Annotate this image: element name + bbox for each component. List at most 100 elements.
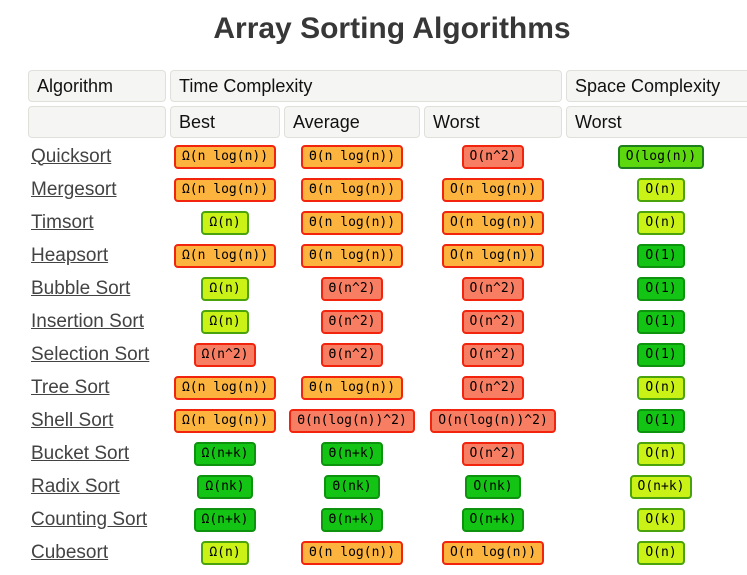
header-worst: Worst	[424, 106, 562, 138]
complexity-badge: Ω(n log(n))	[173, 375, 277, 400]
table-row: Insertion Sort Ω(n) Θ(n^2) O(n^2) O(1)	[28, 307, 747, 336]
best-complexity-cell: Ω(n^2)	[170, 340, 280, 369]
best-complexity-cell: Ω(n+k)	[170, 439, 280, 468]
space-complexity-cell: O(n)	[566, 538, 747, 567]
algorithm-cell: Bucket Sort	[28, 439, 166, 468]
complexity-badge: Θ(n^2)	[320, 276, 384, 301]
average-complexity-cell: Θ(n log(n))	[284, 373, 420, 402]
complexity-badge: O(n log(n))	[441, 210, 545, 235]
complexity-badge: O(1)	[637, 276, 685, 301]
worst-complexity-cell: O(n(log(n))^2)	[424, 406, 562, 435]
space-complexity-cell: O(1)	[566, 406, 747, 435]
header-row-sub: Best Average Worst Worst	[28, 106, 747, 138]
best-complexity-cell: Ω(n+k)	[170, 505, 280, 534]
algorithm-link[interactable]: Quicksort	[31, 145, 112, 167]
space-complexity-cell: O(1)	[566, 274, 747, 303]
average-complexity-cell: Θ(n^2)	[284, 274, 420, 303]
algorithm-link[interactable]: Shell Sort	[31, 409, 114, 431]
algorithm-link[interactable]: Timsort	[31, 211, 94, 233]
algorithm-link[interactable]: Radix Sort	[31, 475, 120, 497]
algorithm-cell: Mergesort	[28, 175, 166, 204]
algorithm-link[interactable]: Mergesort	[31, 178, 117, 200]
table-row: Mergesort Ω(n log(n)) Θ(n log(n)) O(n lo…	[28, 175, 747, 204]
worst-complexity-cell: O(n^2)	[424, 439, 562, 468]
table-row: Shell Sort Ω(n log(n)) Θ(n(log(n))^2) O(…	[28, 406, 747, 435]
complexity-badge: Θ(n^2)	[320, 309, 384, 334]
complexity-badge: O(k)	[637, 507, 685, 532]
space-complexity-cell: O(1)	[566, 241, 747, 270]
worst-complexity-cell: O(n log(n))	[424, 241, 562, 270]
average-complexity-cell: Θ(n(log(n))^2)	[284, 406, 420, 435]
average-complexity-cell: Θ(n log(n))	[284, 208, 420, 237]
complexity-badge: Ω(n)	[201, 540, 249, 565]
space-complexity-cell: O(k)	[566, 505, 747, 534]
best-complexity-cell: Ω(n log(n))	[170, 241, 280, 270]
algorithm-link[interactable]: Bubble Sort	[31, 277, 131, 299]
complexity-badge: O(log(n))	[617, 144, 705, 169]
complexity-badge: Ω(n+k)	[193, 441, 257, 466]
algorithm-link[interactable]: Tree Sort	[31, 376, 110, 398]
table-row: Tree Sort Ω(n log(n)) Θ(n log(n)) O(n^2)…	[28, 373, 747, 402]
complexity-badge: Ω(n log(n))	[173, 177, 277, 202]
complexity-badge: Θ(n log(n))	[300, 540, 404, 565]
header-algorithm: Algorithm	[28, 70, 166, 102]
algorithm-link[interactable]: Bucket Sort	[31, 442, 130, 464]
complexity-badge: O(1)	[637, 309, 685, 334]
complexity-badge: Θ(n^2)	[320, 342, 384, 367]
complexity-badge: O(n)	[637, 540, 685, 565]
average-complexity-cell: Θ(n+k)	[284, 505, 420, 534]
header-time-complexity: Time Complexity	[170, 70, 562, 102]
complexity-badge: O(1)	[637, 342, 685, 367]
algorithm-link[interactable]: Insertion Sort	[31, 310, 144, 332]
algorithm-link[interactable]: Heapsort	[31, 244, 109, 266]
best-complexity-cell: Ω(n log(n))	[170, 373, 280, 402]
best-complexity-cell: Ω(n log(n))	[170, 142, 280, 171]
complexity-badge: Θ(n(log(n))^2)	[289, 408, 415, 433]
complexity-badge: Ω(n^2)	[193, 342, 257, 367]
table-row: Quicksort Ω(n log(n)) Θ(n log(n)) O(n^2)…	[28, 142, 747, 171]
table-body: Quicksort Ω(n log(n)) Θ(n log(n)) O(n^2)…	[28, 142, 747, 567]
algorithm-cell: Counting Sort	[28, 505, 166, 534]
content-container: Array Sorting Algorithms Algorithm Time …	[24, 12, 747, 571]
complexity-badge: O(n log(n))	[441, 243, 545, 268]
average-complexity-cell: Θ(nk)	[284, 472, 420, 501]
page-title: Array Sorting Algorithms	[213, 12, 571, 45]
worst-complexity-cell: O(n^2)	[424, 274, 562, 303]
worst-complexity-cell: O(n log(n))	[424, 208, 562, 237]
worst-complexity-cell: O(n^2)	[424, 373, 562, 402]
complexity-badge: O(n(log(n))^2)	[430, 408, 556, 433]
complexity-badge: Θ(n log(n))	[300, 210, 404, 235]
worst-complexity-cell: O(n^2)	[424, 142, 562, 171]
average-complexity-cell: Θ(n log(n))	[284, 142, 420, 171]
complexity-badge: O(n^2)	[461, 309, 525, 334]
algorithm-link[interactable]: Selection Sort	[31, 343, 150, 365]
algorithm-cell: Cubesort	[28, 538, 166, 567]
complexity-badge: O(n^2)	[461, 375, 525, 400]
average-complexity-cell: Θ(n^2)	[284, 340, 420, 369]
table-row: Selection Sort Ω(n^2) Θ(n^2) O(n^2) O(1)	[28, 340, 747, 369]
header-average: Average	[284, 106, 420, 138]
complexity-badge: O(n log(n))	[441, 177, 545, 202]
complexity-badge: O(n^2)	[461, 144, 525, 169]
header-space-complexity: Space Complexity	[566, 70, 747, 102]
complexity-badge: Θ(nk)	[324, 474, 380, 499]
space-complexity-cell: O(n)	[566, 175, 747, 204]
table-row: Counting Sort Ω(n+k) Θ(n+k) O(n+k) O(k)	[28, 505, 747, 534]
complexity-badge: Ω(n)	[201, 276, 249, 301]
complexity-badge: O(n^2)	[461, 342, 525, 367]
algorithm-link[interactable]: Cubesort	[31, 541, 109, 563]
table-row: Cubesort Ω(n) Θ(n log(n)) O(n log(n)) O(…	[28, 538, 747, 567]
table-row: Heapsort Ω(n log(n)) Θ(n log(n)) O(n log…	[28, 241, 747, 270]
space-complexity-cell: O(n)	[566, 439, 747, 468]
algorithm-cell: Bubble Sort	[28, 274, 166, 303]
table-row: Timsort Ω(n) Θ(n log(n)) O(n log(n)) O(n…	[28, 208, 747, 237]
space-complexity-cell: O(log(n))	[566, 142, 747, 171]
table-row: Bucket Sort Ω(n+k) Θ(n+k) O(n^2) O(n)	[28, 439, 747, 468]
worst-complexity-cell: O(n log(n))	[424, 175, 562, 204]
header-empty-cell	[28, 106, 166, 138]
complexity-badge: Ω(n)	[201, 210, 249, 235]
complexity-badge: O(n^2)	[461, 276, 525, 301]
algorithm-link[interactable]: Counting Sort	[31, 508, 148, 530]
complexity-badge: O(n+k)	[629, 474, 693, 499]
best-complexity-cell: Ω(n)	[170, 538, 280, 567]
